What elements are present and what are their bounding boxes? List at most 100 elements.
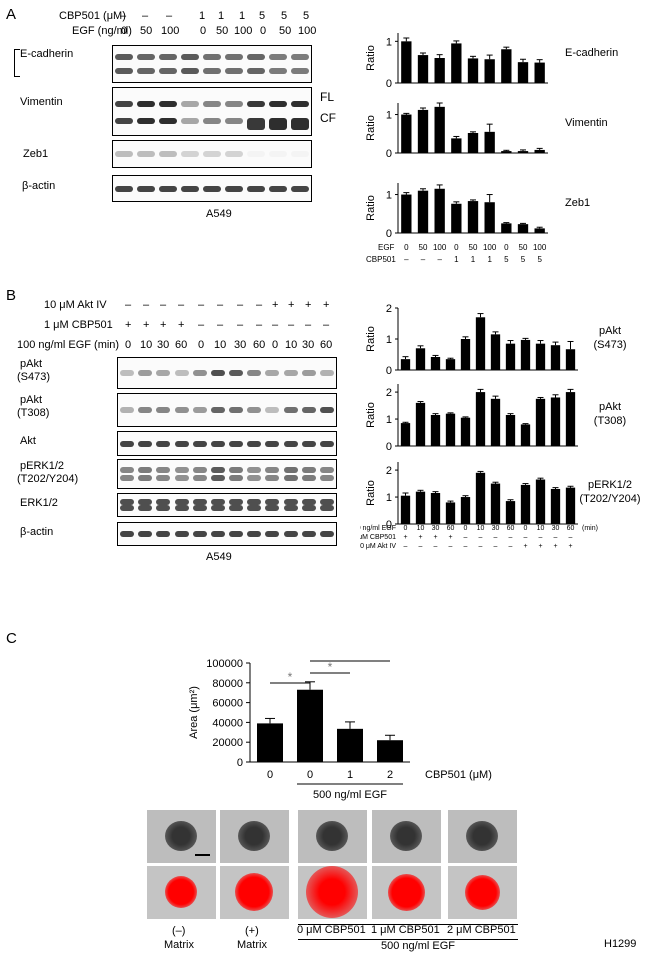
blot-band — [319, 440, 334, 447]
b-chart-2-bar — [430, 493, 441, 524]
a-x-cbp501-value: 5 — [504, 255, 509, 264]
b-x-value: 0 — [404, 525, 408, 532]
b-condition-value: 60 — [320, 339, 333, 351]
a-chart-2-bar — [417, 190, 429, 233]
c-photo-overlay — [372, 866, 441, 919]
a-x-cbp501-value: 5 — [537, 255, 542, 264]
b-x-value: – — [464, 534, 468, 541]
blot-band — [225, 101, 243, 108]
blot-band — [174, 440, 189, 447]
a-egf-value: 0 — [260, 25, 267, 37]
a-chart-1-bar — [401, 114, 412, 153]
b-condition-value: – — [237, 319, 244, 331]
b-chart-label: pAkt — [599, 401, 621, 413]
blot-band — [192, 475, 207, 482]
spheroid-overlay — [165, 876, 197, 908]
blot-band — [283, 407, 298, 413]
c-ytick-label: 100000 — [206, 658, 243, 670]
b-chart-label-2: (T308) — [594, 415, 626, 427]
b-x-value: 30 — [432, 525, 440, 532]
a-x-cbp501-value: – — [437, 255, 442, 264]
b-x-label: 100 ng/ml EGF — [360, 525, 396, 532]
blot-band — [138, 498, 153, 505]
blot-band — [210, 505, 225, 512]
a-chart-1-bar — [517, 151, 529, 153]
blot-band — [229, 466, 244, 473]
b-condition-value: 60 — [175, 339, 188, 351]
b-chart-1-bar — [505, 415, 516, 446]
c-photo-overlay — [220, 866, 289, 919]
blot-band — [159, 117, 177, 124]
blot-band — [181, 185, 199, 192]
blot-band — [247, 53, 265, 60]
c-image-label: 1 μM CBP501 — [371, 924, 440, 936]
b-blot-2 — [117, 431, 337, 456]
a-cbp501-value: 5 — [281, 10, 288, 22]
spheroid — [390, 821, 422, 851]
a-blot-0 — [112, 45, 312, 83]
a-chart-0-bar — [467, 58, 479, 83]
b-x-value: + — [553, 543, 557, 550]
blot-band — [269, 101, 287, 108]
a-chart-2-bar — [501, 223, 512, 233]
b-condition-value: 30 — [302, 339, 315, 351]
a-chart-0-bar — [517, 62, 529, 83]
b-blot-label-2: (S473) — [17, 371, 51, 383]
b-condition-value: 60 — [253, 339, 266, 351]
blot-band — [156, 505, 171, 512]
b-blot-label-2: (T202/Y204) — [17, 473, 79, 485]
b-chart-2-bar — [415, 491, 426, 524]
blot-band — [269, 117, 287, 130]
a-cbp501-value: 1 — [199, 10, 206, 22]
b-chart-2-bar — [550, 488, 561, 524]
b-aktiv-label: 10 μM Akt IV — [44, 299, 107, 311]
b-x-value: – — [494, 534, 498, 541]
blot-band — [156, 475, 171, 482]
b-chart-0-bar — [520, 339, 531, 370]
b-condition-value: – — [125, 299, 132, 311]
b-blot-4 — [117, 493, 337, 517]
b-condition-value: – — [305, 319, 312, 331]
a-cbp501-label: CBP501 (μM) — [59, 10, 126, 22]
blot-band — [138, 370, 153, 376]
a-x-egf-value: 100 — [483, 243, 497, 252]
blot-band — [120, 531, 135, 537]
blot-band — [210, 475, 225, 482]
blot-band — [120, 370, 135, 376]
b-x-label: 10 μM Akt IV — [360, 543, 396, 550]
b-chart-0-bar — [430, 356, 441, 370]
b-cell-line: A549 — [206, 551, 232, 563]
b-condition-value: – — [217, 299, 224, 311]
b-egf-label: 100 ng/ml EGF (min) — [17, 339, 120, 351]
a-chart-0-bar — [484, 59, 495, 83]
a-egf-value: 50 — [279, 25, 292, 37]
a-x-cbp501-label: CBP501 — [366, 255, 396, 264]
a-cbp501-value: 1 — [218, 10, 225, 22]
a-chart-0-ytick-label: 1 — [386, 36, 392, 48]
c-x-tick-label: 2 — [387, 769, 393, 781]
b-condition-value: – — [323, 319, 330, 331]
blot-band — [115, 101, 133, 108]
b-chart-1-bar — [400, 423, 411, 446]
blot-band — [265, 466, 280, 473]
b-chart-0-ytick-label: 0 — [386, 365, 392, 377]
blot-band — [115, 185, 133, 192]
blot-band — [247, 531, 262, 537]
a-egf-value: 50 — [216, 25, 229, 37]
b-x-value: – — [464, 543, 468, 550]
a-blot-3 — [112, 175, 312, 202]
blot-band — [159, 185, 177, 192]
b-blot-label: Akt — [20, 435, 36, 447]
c-bar — [337, 728, 363, 762]
b-x-value: + — [448, 534, 452, 541]
blot-band — [120, 498, 135, 505]
blot-band — [192, 466, 207, 473]
a-blot-2 — [112, 140, 312, 168]
b-x-value: – — [539, 534, 543, 541]
c-photo-brightfield — [220, 810, 289, 863]
a-blot-1 — [112, 87, 312, 136]
b-chart-2-ylabel: Ratio — [365, 480, 377, 506]
c-x-tick-label: 0 — [307, 769, 313, 781]
blot-band — [301, 505, 316, 512]
e-cadherin-bracket — [14, 49, 20, 77]
